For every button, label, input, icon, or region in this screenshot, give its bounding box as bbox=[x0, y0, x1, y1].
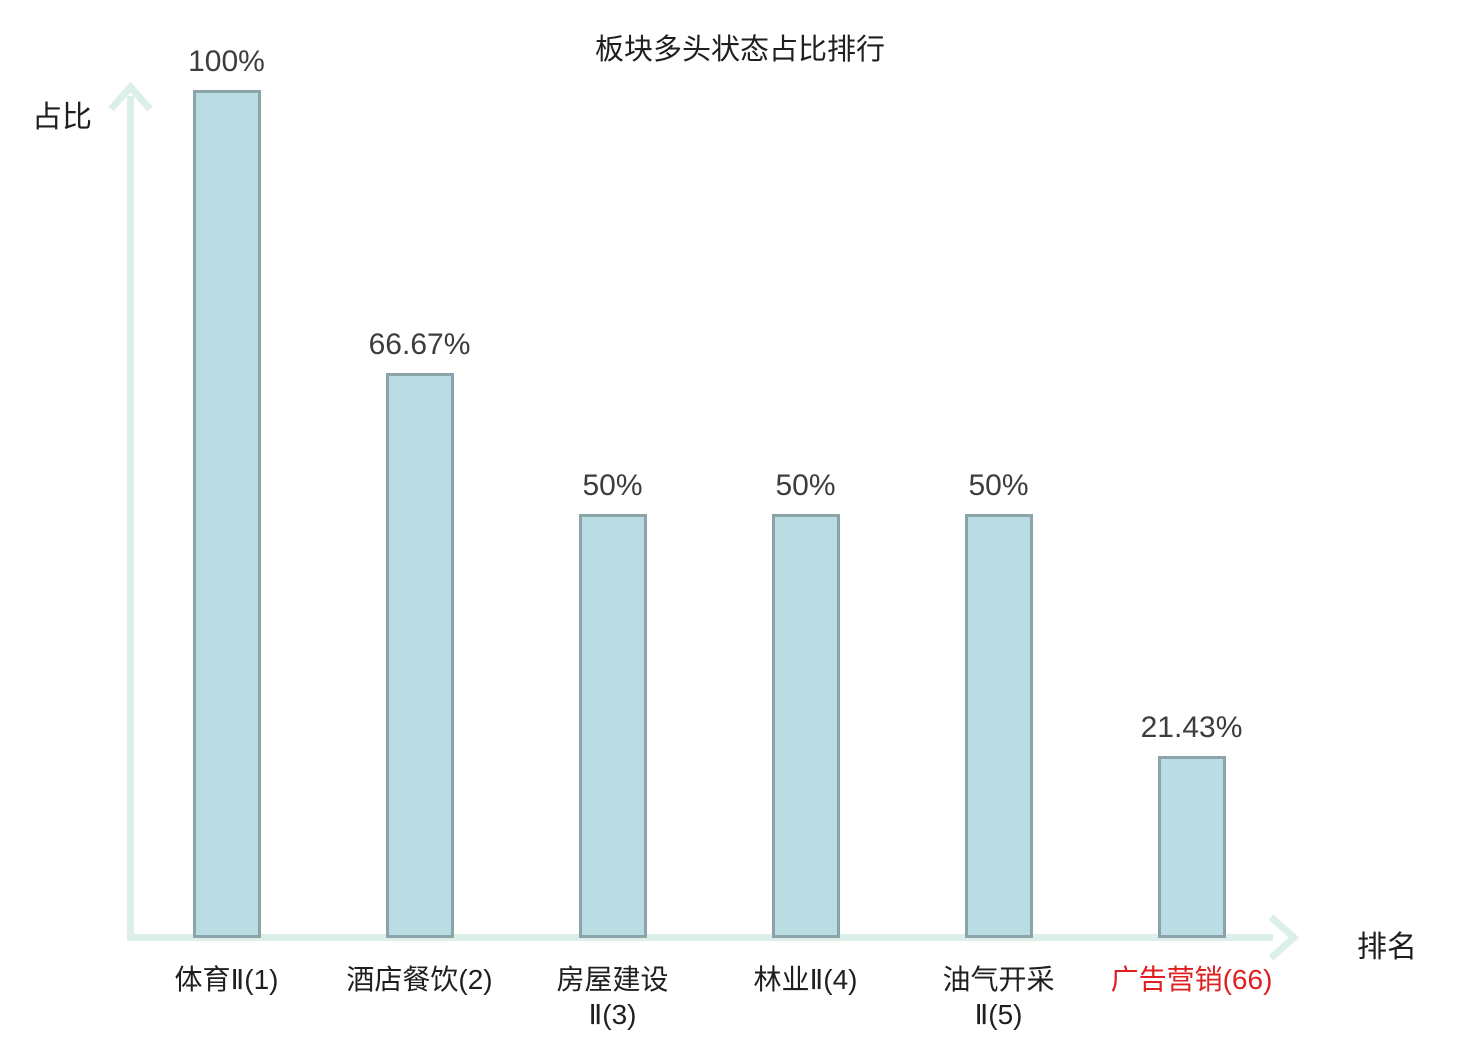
bar-value-label: 21.43% bbox=[1140, 711, 1243, 744]
category-label: 房屋建设 Ⅱ(3) bbox=[556, 964, 669, 1030]
bar-group: 66.67% 酒店餐饮(2) bbox=[323, 90, 516, 995]
bar-value-label: 100% bbox=[188, 45, 265, 78]
bar-group: 100% 体育Ⅱ(1) bbox=[130, 45, 323, 995]
x-axis-label: 排名 bbox=[1357, 931, 1417, 964]
bar-value-label: 50% bbox=[582, 469, 643, 502]
chart-title: 板块多头状态占比排行 bbox=[594, 34, 886, 66]
bar-value-label: 50% bbox=[968, 469, 1029, 502]
category-label: 林业Ⅱ(4) bbox=[753, 964, 858, 995]
category-label: 体育Ⅱ(1) bbox=[174, 964, 279, 995]
bar-group: 50% 林业Ⅱ(4) bbox=[709, 90, 902, 995]
bar-1[interactable] bbox=[192, 90, 261, 938]
bar-6[interactable] bbox=[1157, 756, 1226, 938]
bar-4[interactable] bbox=[771, 514, 840, 938]
category-label: 酒店餐饮(2) bbox=[346, 964, 493, 995]
bar-group: 21.43% 广告营销(66) bbox=[1095, 90, 1288, 995]
bar-5[interactable] bbox=[964, 514, 1033, 938]
bar-value-label: 50% bbox=[775, 469, 836, 502]
bar-value-label: 66.67% bbox=[368, 328, 471, 361]
bar-group: 50% 油气开采 Ⅱ(5) bbox=[902, 90, 1095, 1030]
plot-area: 100% 体育Ⅱ(1) 66.67% 酒店餐饮(2) 50% 房屋建设 Ⅱ(3) 50% 林业… bbox=[130, 45, 1288, 1030]
y-axis-label: 占比 bbox=[32, 101, 92, 134]
bar-2[interactable] bbox=[385, 373, 454, 938]
category-label: 油气开采 Ⅱ(5) bbox=[942, 964, 1055, 1030]
bar-3[interactable] bbox=[578, 514, 647, 938]
category-label: 广告营销(66) bbox=[1110, 964, 1273, 995]
bar-group: 50% 房屋建设 Ⅱ(3) bbox=[516, 90, 709, 1030]
